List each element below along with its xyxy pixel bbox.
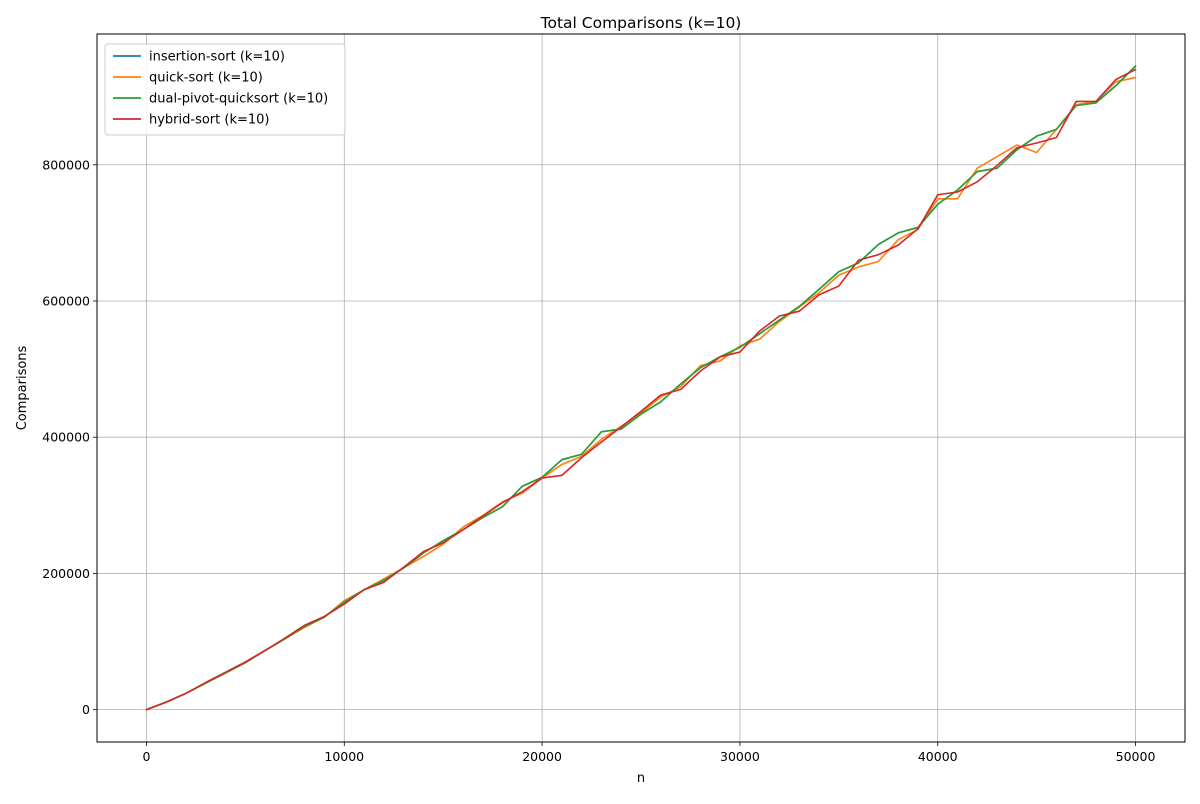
legend-label-3: hybrid-sort (k=10) xyxy=(149,113,270,128)
y-tick-label: 0 xyxy=(82,702,90,717)
legend-box xyxy=(104,43,346,136)
legend-label-0: insertion-sort (k=10) xyxy=(149,50,285,65)
x-tick-label: 10000 xyxy=(324,749,364,764)
x-axis-label: n xyxy=(637,771,645,786)
x-tick-label: 30000 xyxy=(720,749,760,764)
legend-label-2: dual-pivot-quicksort (k=10) xyxy=(149,92,328,107)
y-tick-label: 200000 xyxy=(42,566,90,581)
x-tick-label: 0 xyxy=(142,749,150,764)
series-line-3 xyxy=(145,68,1137,711)
series-lines xyxy=(145,65,1137,711)
x-tick-label: 50000 xyxy=(1116,749,1156,764)
x-tick-label: 40000 xyxy=(918,749,958,764)
ticks: 0 10000 20000 30000 40000 50000 0 200000 400000 6… xyxy=(42,157,1155,764)
legend: insertion-sort (k=10) quick-sort (k=10) du… xyxy=(104,43,346,136)
chart-title: Total Comparisons (k=10) xyxy=(540,14,742,32)
y-tick-label: 600000 xyxy=(42,293,90,308)
plot-background xyxy=(97,34,1185,742)
x-tick-label: 20000 xyxy=(522,749,562,764)
y-axis-label: Comparisons xyxy=(15,345,30,430)
legend-label-1: quick-sort (k=10) xyxy=(149,71,263,86)
series-line-2 xyxy=(145,65,1137,711)
y-tick-label: 400000 xyxy=(42,430,90,445)
plot-frame xyxy=(96,33,1186,743)
y-tick-label: 800000 xyxy=(42,157,90,172)
grid xyxy=(97,34,1185,742)
